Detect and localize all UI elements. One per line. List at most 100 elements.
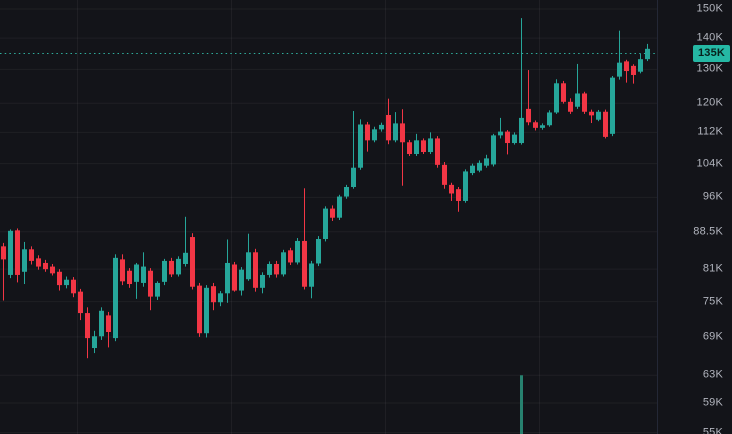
candle-body-up (204, 287, 209, 334)
candle-body-up (617, 62, 622, 77)
candle-wick (3, 242, 4, 301)
candle-body-down (85, 313, 90, 339)
candle-wick (528, 70, 529, 126)
candle-body-up (414, 140, 419, 155)
candle-body-up (323, 208, 328, 239)
price-axis[interactable]: 135K 150K 140K 130K 120K 112K 104K 96K 88.5K 81K… (657, 0, 732, 434)
candle-body-up (547, 112, 552, 126)
candle-body-down (288, 250, 293, 263)
candle-body-up (554, 83, 559, 113)
price-tick-label: 150K (696, 2, 723, 15)
candle-body-down (253, 252, 258, 288)
candle-body-up (498, 131, 503, 136)
candle-body-up (134, 264, 139, 282)
candle-body-down (302, 240, 307, 287)
candle-body-down (407, 142, 412, 155)
price-tick-label: 120K (696, 96, 723, 109)
candle-body-down (148, 270, 153, 297)
candle-body-up (519, 117, 524, 144)
candle-body-down (561, 83, 566, 102)
candle-body-down (582, 93, 587, 112)
candle-body-down (365, 124, 370, 141)
candle-body-down (71, 279, 76, 294)
candle-body-up (491, 135, 496, 165)
candle-body-down (197, 285, 202, 334)
candle-body-up (337, 196, 342, 218)
candle-body-up (281, 252, 286, 275)
candle-body-down (456, 189, 461, 201)
candle-body-up (183, 252, 188, 264)
flash-crash-wick (520, 375, 523, 434)
candle-wick (626, 59, 627, 83)
candle-body-up (428, 138, 433, 153)
candle-body-down (435, 138, 440, 165)
candle-body-down (442, 164, 447, 185)
candle-body-down (386, 114, 391, 141)
candle-body-up (645, 48, 650, 60)
candle-wick (619, 30, 620, 80)
candle-body-down (526, 108, 531, 123)
candle-body-up (92, 336, 97, 349)
candle-body-down (43, 262, 48, 270)
candle-body-down (232, 264, 237, 291)
candle-body-down (50, 266, 55, 274)
candle-body-up (141, 266, 146, 283)
candle-wick (402, 109, 403, 186)
candle-body-down (1, 246, 6, 260)
candle-body-down (127, 270, 132, 285)
price-tick-label: 75K (702, 295, 723, 308)
candle-body-up (225, 262, 230, 294)
candle-body-up (64, 279, 69, 286)
candle-body-down (274, 263, 279, 275)
candle-body-down (169, 260, 174, 275)
candle-body-up (638, 59, 643, 72)
candle-body-down (57, 271, 62, 286)
candle-body-up (22, 249, 27, 272)
candle-body-down (533, 122, 538, 128)
price-tick-label: 96K (702, 190, 723, 203)
candle-body-up (358, 124, 363, 168)
candle-body-up (99, 310, 104, 337)
price-tick-label: 104K (696, 157, 723, 170)
candle-wick (500, 117, 501, 139)
last-price-value: 135K (697, 47, 726, 60)
candle-body-down (631, 65, 636, 75)
candle-body-up (351, 167, 356, 188)
candle-body-down (36, 258, 41, 267)
candle-body-up (540, 125, 545, 128)
candle-wick (577, 63, 578, 109)
candle-body-up (575, 93, 580, 107)
candle-body-down (589, 111, 594, 116)
candle-body-up (218, 293, 223, 303)
candle-body-up (246, 252, 251, 280)
candle-body-down (78, 291, 83, 314)
candle-wick (304, 188, 305, 290)
candle-body-up (176, 258, 181, 275)
candle-body-down (330, 208, 335, 218)
candle-body-up (316, 238, 321, 264)
price-tick-label: 112K (697, 125, 723, 138)
candle-wick (521, 18, 522, 145)
candle-body-down (400, 123, 405, 143)
candle-body-up (470, 165, 475, 174)
candle-body-up (379, 124, 384, 130)
candle-body-up (512, 134, 517, 144)
candle-body-up (295, 240, 300, 263)
candle-body-up (260, 274, 265, 288)
price-tick-label: 59K (702, 396, 723, 409)
price-tick-label: 130K (696, 62, 723, 75)
candle-body-up (239, 269, 244, 291)
candle-body-down (568, 101, 573, 112)
candle-body-up (113, 257, 118, 339)
candle-body-down (421, 140, 426, 153)
candle-wick (353, 111, 354, 189)
candle-body-up (8, 230, 13, 275)
candle-body-down (211, 286, 216, 303)
candle-body-up (309, 263, 314, 287)
candle-body-up (596, 111, 601, 120)
candle-body-up (484, 158, 489, 166)
last-price-badge: 135K (693, 44, 730, 62)
